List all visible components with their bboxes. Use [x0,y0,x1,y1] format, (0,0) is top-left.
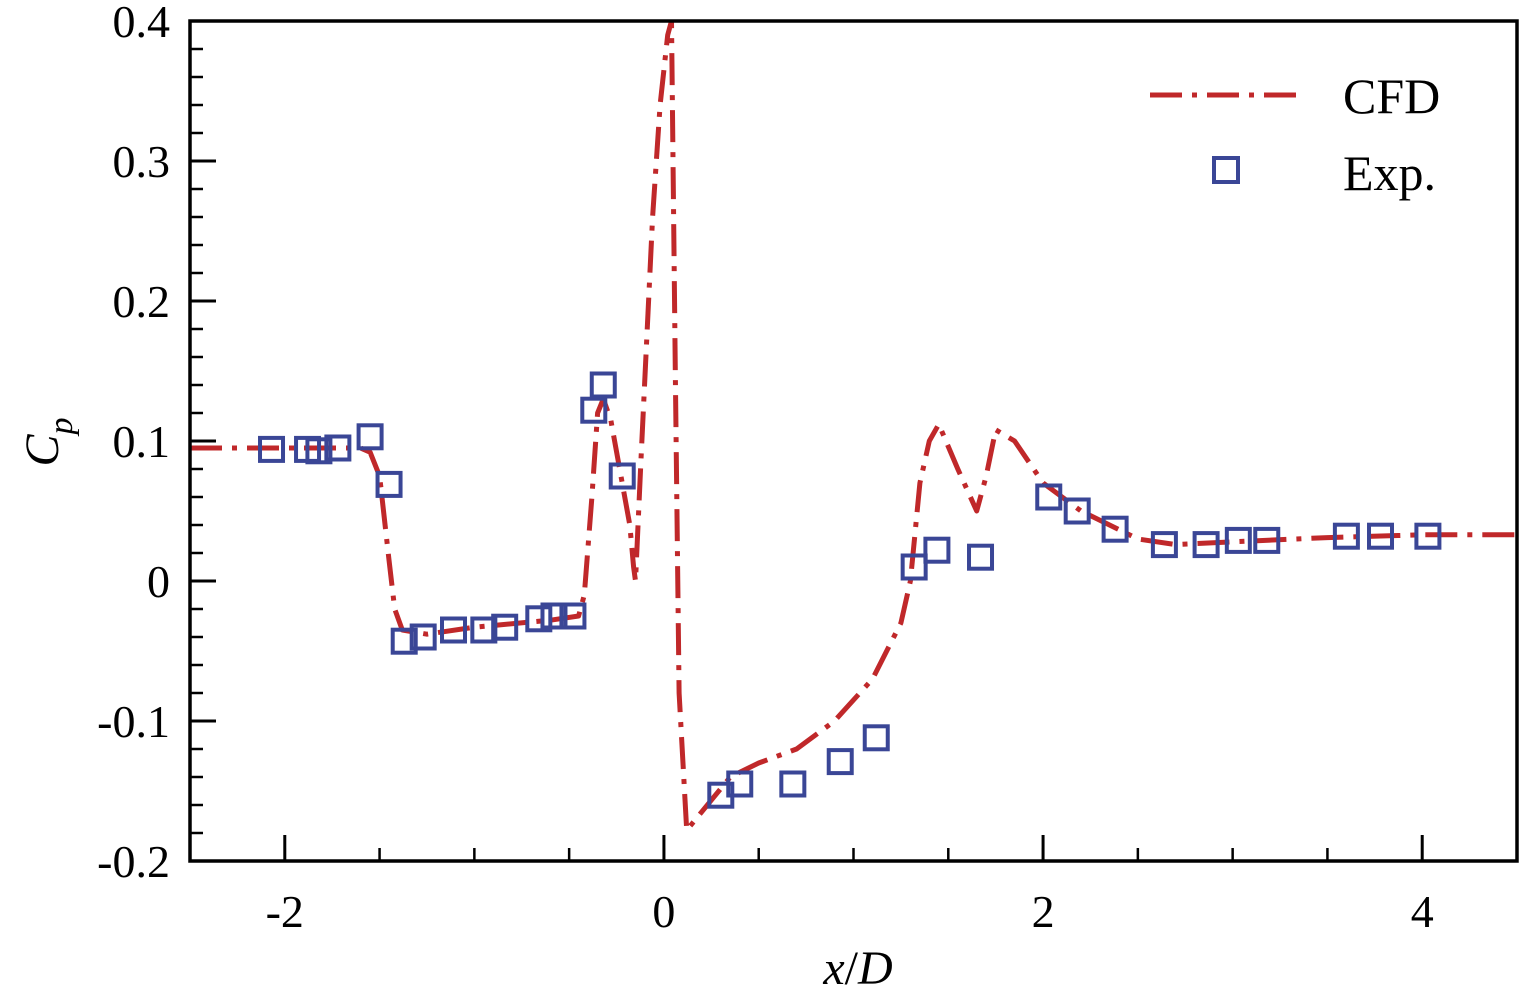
plot-frame [188,19,1519,863]
exp-data-point [726,770,754,798]
exp-data-point [324,434,352,462]
legend-cfd-label: CFD [1343,68,1440,124]
minor-ticks [188,19,1519,863]
x-tick-labels: -2 0 2 4 [266,886,1434,937]
x-tick-label: 0 [652,886,675,937]
exp-data-point [1224,526,1252,554]
exp-data-point [356,423,384,451]
exp-data-point [1332,522,1360,550]
legend: CFD Exp. [1150,68,1440,201]
exp-data-point [923,536,951,564]
exp-data-point [589,371,617,399]
y-tick-label: 0.4 [113,0,171,47]
y-tick-label: 0.1 [113,416,171,467]
exp-data-point [491,613,519,641]
exp-data-point [1101,515,1129,543]
y-tick-label: 0.2 [113,276,171,327]
exp-data-point [470,616,498,644]
y-tick-label: -0.1 [97,696,170,747]
cfd-series-line [190,21,1517,833]
x-tick-label: 4 [1411,886,1434,937]
exp-data-point [258,435,286,463]
exp-data-point [375,470,403,498]
x-tick-label: -2 [266,886,304,937]
exp-data-point [779,770,807,798]
exp-data-point [1367,522,1395,550]
exp-data-point [862,724,890,752]
exp-series-markers [258,371,1442,809]
legend-exp-label: Exp. [1343,145,1436,201]
plot-area [190,21,1517,833]
y-tick-label: -0.2 [97,836,170,887]
exp-data-point [1192,531,1220,559]
exp-data-point [1253,526,1281,554]
exp-data-point [1063,497,1091,525]
exp-data-point [1414,522,1442,550]
exp-data-point [440,616,468,644]
exp-data-point [1035,483,1063,511]
exp-data-point [540,602,568,630]
x-axis-title: x/D [822,942,892,992]
exp-data-point [305,437,333,465]
y-tick-label: 0.3 [113,136,171,187]
exp-data-point [390,627,418,655]
exp-data-point [525,605,553,633]
exp-data-point [826,748,854,776]
y-axis-title: Cp [16,417,80,466]
exp-data-point [608,462,636,490]
exp-data-point [967,543,995,571]
legend-exp-swatch [1212,156,1240,184]
y-tick-labels: -0.2 -0.1 0 0.1 0.2 0.3 0.4 [97,0,170,887]
exp-data-point [580,396,608,424]
y-tick-label: 0 [147,556,170,607]
exp-data-point [900,553,928,581]
exp-data-point [409,623,437,651]
x-tick-label: 2 [1032,886,1055,937]
exp-data-point [1150,531,1178,559]
exp-data-point [559,602,587,630]
major-ticks [190,19,1424,863]
